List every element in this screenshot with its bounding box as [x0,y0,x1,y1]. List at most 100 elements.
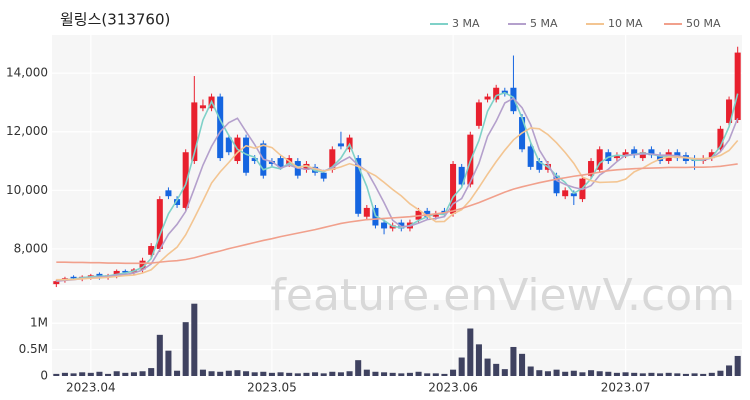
price-pane [52,35,742,285]
volume-bar [398,373,405,376]
legend-label: 50 MA [686,17,721,30]
volume-bar [501,369,508,376]
y-tick-label: 14,000 [6,66,48,80]
volume-bar [372,371,379,376]
volume-bar [622,372,629,376]
volume-bar [726,365,733,376]
candle-body [708,152,715,159]
candle-body [596,149,603,170]
candle-body [553,175,560,194]
volume-bar [613,372,620,376]
candle-body [570,193,577,197]
volume-bar [588,370,595,376]
volume-bar [174,370,181,376]
candle-body [562,190,569,197]
candle-body [622,152,629,156]
volume-bar [70,373,77,376]
volume-bar [139,371,146,376]
volume-bar [406,372,413,376]
candle-body [726,99,733,123]
volume-bar [596,371,603,376]
volume-bar [475,344,482,376]
candle-body [734,52,741,120]
candle-body [320,172,327,179]
candle-body [355,158,362,214]
volume-bar [96,371,103,376]
volume-bar [553,369,560,376]
candle-body [243,137,250,173]
volume-bar [337,372,344,376]
volume-bar [441,373,448,376]
candle-body [96,273,103,277]
volume-bar [277,372,284,376]
volume-bar [450,369,457,376]
volume-bar [320,373,327,376]
volume-bar [113,371,120,376]
candle-body [113,270,120,276]
y-tick-label: 1M [30,316,48,330]
y-tick-label: 10,000 [6,183,48,197]
candle-body [148,246,155,255]
volume-bar [148,368,155,376]
volume-bar [674,373,681,376]
y-tick-label: 0 [40,369,48,383]
volume-bar [329,371,336,376]
volume-bar [467,328,474,376]
y-tick-label: 0.5M [19,342,48,356]
volume-bar [53,373,60,376]
volume-bar [527,366,534,376]
candle-body [217,96,224,159]
volume-bar [570,370,577,376]
volume-bar [225,370,232,376]
candle-body [657,155,664,162]
volume-bar [381,372,388,376]
ma-line [56,97,739,282]
candle-body [225,137,232,153]
candle-body [182,152,189,208]
volume-bar [122,372,129,376]
ma-line [56,127,739,281]
volume-bar [130,372,137,376]
candle-body [527,146,534,167]
volume-bar [87,372,94,376]
volume-bar [182,322,189,376]
candle-body [475,102,482,126]
candle-body [165,190,172,197]
volume-bar [217,371,224,376]
volume-bar [234,370,241,376]
volume-bar [484,358,491,376]
volume-bar [579,372,586,376]
x-tick-label: 2023.07 [601,381,651,395]
candle-body [458,166,465,185]
chart-title: 윌링스(313760) [60,11,170,29]
volume-bar [544,371,551,376]
candle-body [251,158,258,162]
candle-body [648,149,655,156]
candle-body [174,199,181,205]
x-tick-label: 2023.04 [66,381,116,395]
candle-body [363,207,370,217]
volume-bar [519,353,526,376]
volume-bar [208,371,215,376]
candle-body [122,270,129,273]
volume-bar [648,372,655,376]
volume-bar [631,372,638,376]
volume-bar [260,371,267,376]
ma-line [56,163,738,265]
volume-bar [562,371,569,376]
watermark: feature.enViewV.com [270,270,735,321]
volume-bar [61,372,68,376]
candle-body [337,143,344,147]
candle-body [398,222,405,229]
x-tick-label: 2023.06 [428,381,478,395]
volume-bar [363,369,370,376]
candle-body [536,161,543,170]
x-tick-label: 2023.05 [247,381,297,395]
volume-bar [717,370,724,376]
legend-label: 5 MA [530,17,558,30]
volume-bar [303,372,310,376]
y-tick-label: 12,000 [6,124,48,138]
volume-bar [682,373,689,376]
volume-bar [734,355,741,376]
